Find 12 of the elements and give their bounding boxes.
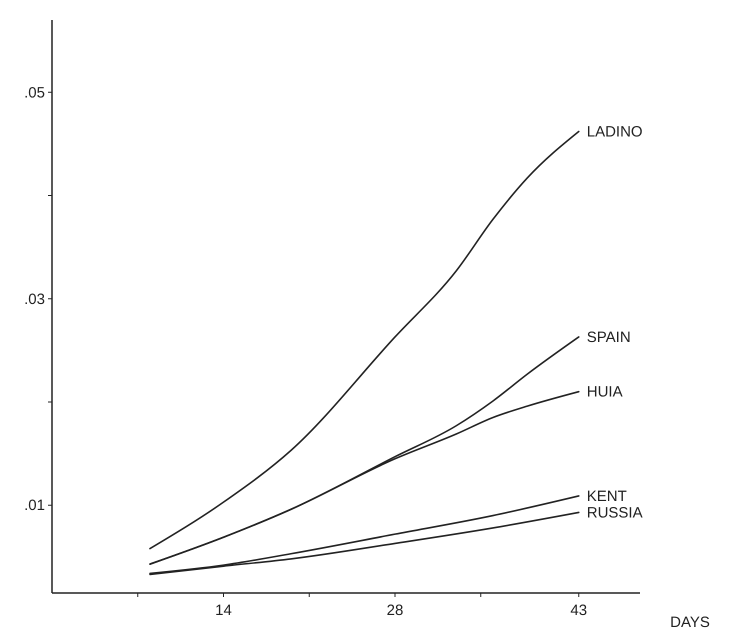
x-axis-title: DAYS (670, 614, 710, 631)
series-label: LADINO (586, 124, 643, 141)
x-tick-label: 43 (570, 602, 588, 619)
x-tick-label: 14 (215, 602, 232, 619)
series-label: RUSSIA (586, 504, 643, 522)
y-tick-label: .01 (24, 497, 45, 514)
y-tick-label: .03 (24, 290, 45, 308)
x-tick-label: 28 (386, 602, 404, 619)
series-label: HUIA (586, 384, 623, 401)
series-label: SPAIN (586, 328, 631, 346)
series-label: KENT (586, 488, 627, 505)
y-tick-label: .05 (24, 84, 45, 102)
